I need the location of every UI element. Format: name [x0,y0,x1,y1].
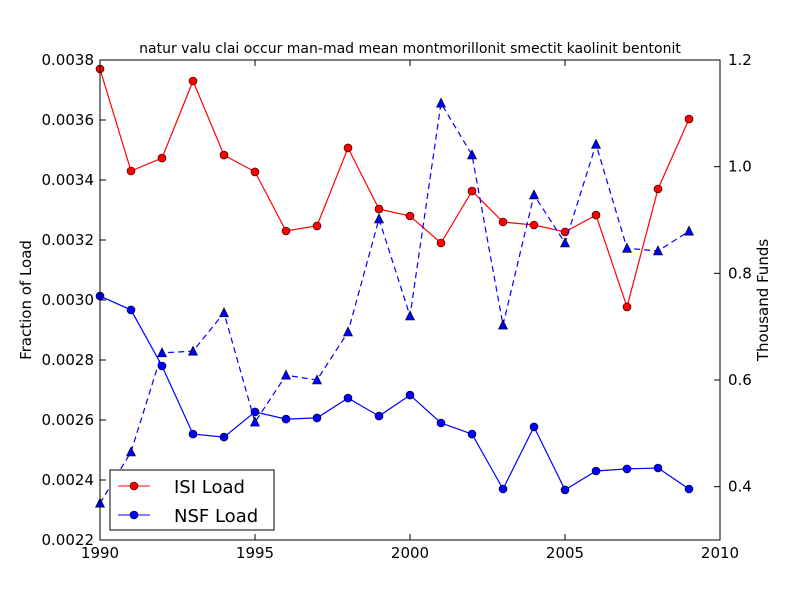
data-point-isi-load [653,184,663,194]
y2-tick-label: 1.0 [728,158,752,176]
plot-frame [99,59,721,541]
data-point-isi-load [560,227,570,237]
series-line-nsf-load [99,295,690,491]
series-line-thousand-funds [99,101,690,504]
data-point-thousand-funds [498,319,508,330]
data-point-thousand-funds [622,242,632,253]
series-line-isi-load [99,68,690,309]
data-point-isi-load [312,221,322,231]
data-point-thousand-funds [591,138,601,149]
data-point-isi-load [250,167,260,177]
data-point-isi-load [684,114,694,124]
data-point-isi-load [591,210,601,220]
data-point-isi-load [343,143,353,153]
x-tick-label: 2000 [391,544,429,562]
legend-marker-nsf [129,510,139,520]
data-point-nsf-load [250,407,260,417]
data-point-nsf-load [219,432,229,442]
data-point-thousand-funds [157,347,167,358]
data-point-nsf-load [157,361,167,371]
data-point-nsf-load [188,429,198,439]
data-point-thousand-funds [653,245,663,256]
y2-tick-label: 1.2 [728,51,752,69]
data-point-nsf-load [653,463,663,473]
data-point-thousand-funds [529,189,539,200]
legend-box [109,469,275,531]
legend-label-nsf: NSF Load [174,506,258,527]
data-point-thousand-funds [436,97,446,108]
y-tick-label: 0.0024 [42,471,95,489]
y2-tick-label: 0.6 [728,371,752,389]
data-point-isi-load [529,220,539,230]
x-tick-label: 2010 [701,544,739,562]
data-point-nsf-load [467,429,477,439]
data-point-nsf-load [343,393,353,403]
data-point-nsf-load [374,411,384,421]
data-point-thousand-funds [343,326,353,337]
data-point-thousand-funds [126,446,136,457]
x-tick-label: 1995 [236,544,274,562]
y-tick-label: 0.0022 [42,531,95,549]
y-tick-label: 0.0026 [42,411,95,429]
data-point-thousand-funds [250,416,260,427]
data-point-thousand-funds [312,374,322,385]
data-point-nsf-load [498,484,508,494]
data-point-thousand-funds [405,310,415,321]
data-point-isi-load [126,166,136,176]
chart-title: natur valu clai occur man-mad mean montm… [139,41,681,57]
data-point-nsf-load [622,464,632,474]
data-point-isi-load [374,204,384,214]
data-point-isi-load [219,150,229,160]
y2-tick-label: 0.4 [728,478,752,496]
data-point-thousand-funds [219,307,229,318]
data-point-nsf-load [312,413,322,423]
data-point-nsf-load [560,485,570,495]
data-point-isi-load [281,226,291,236]
y2-axis-label: Thousand Funds [754,239,772,362]
legend-label-isi: ISI Load [174,477,245,498]
data-point-thousand-funds [560,237,570,248]
data-point-nsf-load [405,390,415,400]
data-point-nsf-load [281,414,291,424]
data-point-nsf-load [436,418,446,428]
y-tick-label: 0.0036 [42,111,95,129]
legend: ISI Load NSF Load [109,469,275,531]
y-tick-label: 0.0028 [42,351,95,369]
x-tick-label: 2005 [546,544,584,562]
data-point-isi-load [436,238,446,248]
data-point-thousand-funds [374,213,384,224]
data-point-thousand-funds [467,149,477,160]
data-point-nsf-load [591,466,601,476]
data-point-isi-load [405,211,415,221]
data-point-isi-load [498,217,508,227]
y-tick-label: 0.0032 [42,231,95,249]
data-point-isi-load [622,302,632,312]
x-tick-label: 1990 [81,544,119,562]
data-point-isi-load [188,76,198,86]
data-point-isi-load [467,186,477,196]
y-tick-label: 0.0030 [42,291,95,309]
data-point-thousand-funds [188,345,198,356]
data-point-nsf-load [126,305,136,315]
data-point-nsf-load [529,422,539,432]
legend-marker-isi [129,481,139,491]
y2-tick-label: 0.8 [728,264,752,282]
data-point-nsf-load [684,484,694,494]
y-axis-label: Fraction of Load [17,240,35,360]
y-tick-label: 0.0038 [42,51,95,69]
data-point-thousand-funds [281,369,291,380]
data-point-isi-load [157,153,167,163]
y-tick-label: 0.0034 [42,171,95,189]
data-point-thousand-funds [684,225,694,236]
